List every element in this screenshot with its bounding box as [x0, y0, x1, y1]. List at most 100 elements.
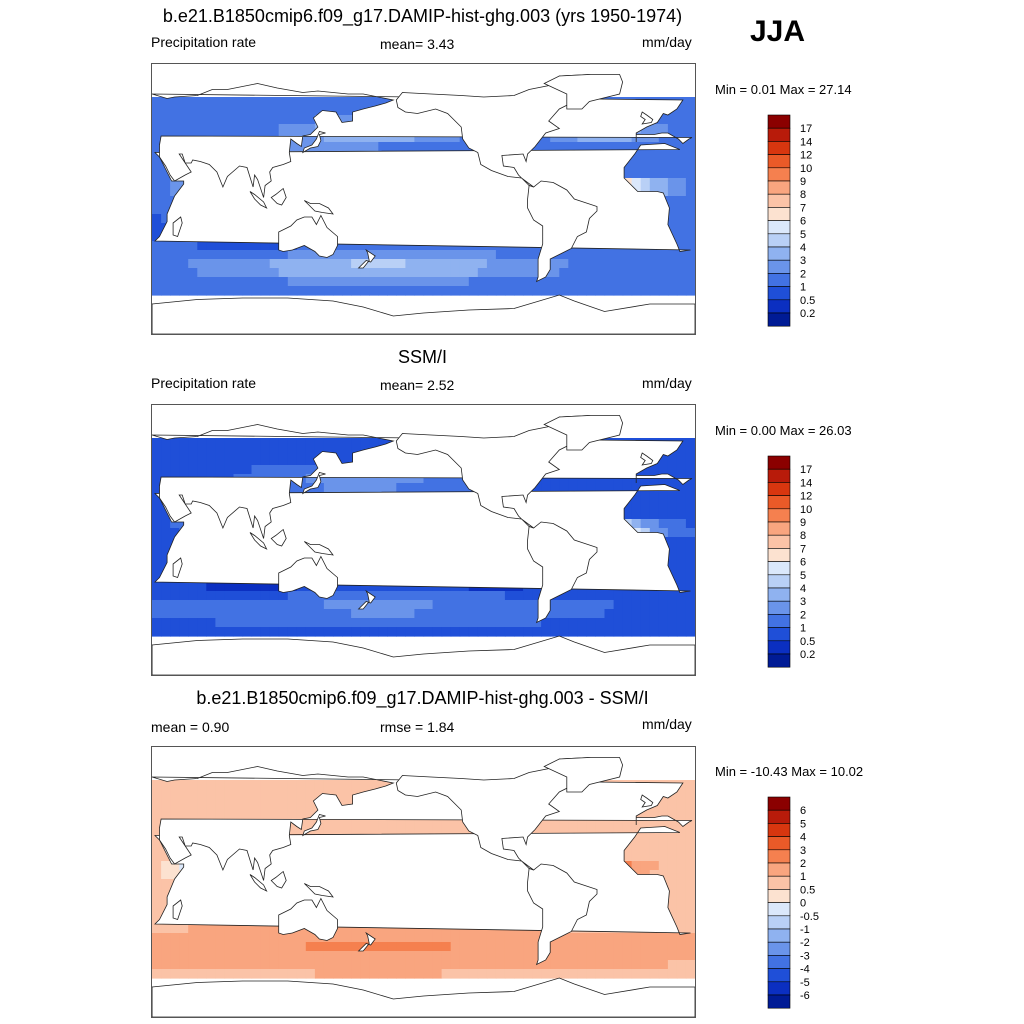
field-cell: [477, 951, 488, 961]
field-cell: [197, 97, 207, 107]
field-cell: [541, 286, 551, 296]
field-cell: [206, 124, 216, 134]
field-cell: [441, 609, 452, 619]
field-cell: [423, 277, 434, 287]
field-cell: [559, 825, 569, 835]
field-cell: [152, 465, 162, 475]
field-cell: [396, 600, 406, 610]
landmass-greenland: [543, 757, 624, 793]
field-cell: [260, 780, 271, 790]
field-cell: [477, 286, 488, 296]
field-cell: [631, 969, 642, 979]
field-cell: [251, 250, 262, 260]
field-cell: [504, 951, 515, 961]
field-cell: [622, 474, 633, 484]
field-cell: [224, 268, 234, 278]
field-cell: [667, 286, 678, 296]
field-cell: [179, 591, 189, 601]
field-cell: [667, 861, 678, 871]
field-cell: [369, 241, 379, 251]
field-cell: [577, 609, 588, 619]
field-cell: [450, 969, 461, 979]
field-cell: [278, 969, 289, 979]
field-cell: [667, 151, 678, 161]
field-cell: [423, 969, 434, 979]
field-cell: [369, 483, 379, 493]
field-cell: [161, 187, 171, 197]
field-cell: [523, 259, 533, 269]
field-cell: [378, 933, 388, 943]
field-cell: [405, 286, 415, 296]
field-cell: [396, 816, 406, 826]
field-cell: [224, 97, 234, 107]
field-cell: [667, 879, 678, 889]
field-cell: [685, 510, 695, 520]
field-cell: [667, 798, 678, 808]
field-cell: [667, 124, 678, 134]
field-cell: [342, 816, 352, 826]
field-cell: [215, 241, 226, 251]
field-cell: [550, 942, 560, 952]
field-cell: [369, 97, 379, 107]
field-cell: [170, 591, 180, 601]
field-cell: [685, 861, 695, 871]
field-cell: [423, 133, 434, 143]
field-cell: [161, 115, 171, 125]
field-cell: [685, 969, 695, 979]
field-cell: [378, 591, 388, 601]
field-cell: [215, 582, 226, 592]
field-cell: [152, 942, 162, 952]
field-cell: [432, 277, 443, 287]
landmass-madagascar: [172, 557, 183, 579]
field-cell: [676, 861, 687, 871]
field-cell: [649, 861, 660, 871]
field-cell: [197, 951, 207, 961]
field-cell: [504, 277, 515, 287]
field-cell: [423, 286, 434, 296]
panel-1-mean-label: mean= 3.43: [380, 36, 455, 52]
field-cell: [342, 133, 352, 143]
field-cell: [468, 951, 479, 961]
field-cell: [532, 825, 542, 835]
field-cell: [568, 960, 578, 970]
colorbar-swatch: [767, 627, 791, 642]
field-cell: [532, 483, 542, 493]
field-cell: [251, 807, 262, 817]
field-cell: [278, 286, 289, 296]
field-cell: [523, 618, 533, 628]
field-cell: [333, 106, 343, 116]
field-cell: [658, 834, 669, 844]
field-cell: [667, 277, 678, 287]
field-cell: [161, 933, 171, 943]
field-cell: [269, 582, 280, 592]
field-cell: [387, 591, 397, 601]
field-cell: [287, 825, 298, 835]
field-cell: [342, 483, 352, 493]
field-cell: [577, 951, 588, 961]
field-cell: [414, 591, 425, 601]
field-cell: [233, 259, 244, 269]
field-cell: [676, 456, 687, 466]
field-cell: [676, 277, 687, 287]
colorbar-tick-label: -2: [800, 937, 810, 949]
field-cell: [676, 160, 687, 170]
field-cell: [631, 160, 642, 170]
field-cell: [278, 591, 289, 601]
field-cell: [532, 618, 542, 628]
field-cell: [649, 852, 660, 862]
colorbar-swatch: [767, 193, 791, 208]
field-cell: [152, 474, 162, 484]
field-cell: [378, 133, 388, 143]
field-cell: [676, 492, 687, 502]
field-cell: [233, 798, 244, 808]
field-cell: [224, 627, 234, 637]
field-cell: [179, 627, 189, 637]
field-cell: [305, 609, 316, 619]
field-cell: [342, 474, 352, 484]
field-cell: [649, 618, 660, 628]
field-cell: [242, 97, 253, 107]
field-cell: [296, 124, 307, 134]
field-cell: [514, 286, 524, 296]
field-cell: [640, 268, 651, 278]
field-cell: [152, 286, 162, 296]
